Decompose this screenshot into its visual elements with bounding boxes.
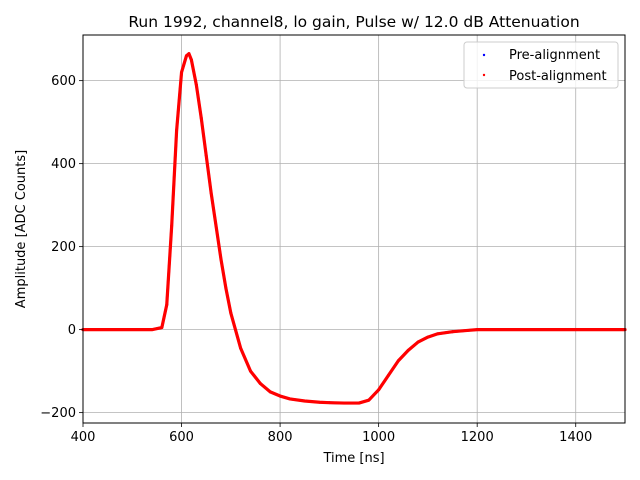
data-point-post-alignment [426,335,430,339]
x-tick-label: 1000 [362,430,395,445]
legend-marker-pre-alignment [482,53,486,57]
data-point-post-alignment [160,326,164,329]
x-tick-label: 400 [71,430,96,445]
chart-title: Run 1992, channel8, lo gain, Pulse w/ 12… [128,13,579,31]
legend-label-post-alignment: Post-alignment [509,69,607,84]
data-point-post-alignment [342,401,346,405]
y-tick-label: 400 [51,157,76,172]
data-point-post-alignment [239,346,243,350]
legend-label-pre-alignment: Pre-alignment [509,48,600,63]
data-point-post-alignment [367,398,371,402]
data-point-post-alignment [130,328,134,332]
data-point-post-alignment [574,328,578,332]
data-point-post-alignment [249,369,252,373]
x-tick-label: 800 [268,430,293,445]
data-point-post-alignment [436,332,440,336]
data-point-post-alignment [165,303,169,307]
data-point-post-alignment [500,328,504,332]
data-point-post-alignment [180,70,183,74]
x-axis: 400 600 800 1000 1200 1400 [71,423,592,445]
data-point-post-alignment [525,328,528,332]
legend-box [463,41,619,89]
data-point-post-alignment [209,191,213,195]
data-point-post-alignment [190,58,193,62]
data-point-post-alignment [187,52,191,56]
data-point-post-alignment [475,328,479,332]
data-point-post-alignment [406,348,410,352]
data-point-post-alignment [387,373,390,377]
data-point-post-alignment [377,388,381,392]
data-point-post-alignment [194,83,198,87]
data-point-post-alignment [451,330,454,334]
series-layer [81,52,627,405]
y-axis: −200 0 200 400 600 [40,74,83,421]
data-point-post-alignment [318,400,321,404]
legend-marker-post-alignment [482,73,486,77]
data-point-post-alignment [357,401,361,405]
data-point-post-alignment [170,224,174,228]
plot-frame [82,34,626,424]
series-post-alignment [81,52,627,405]
data-point-post-alignment [219,257,223,261]
data-point-post-alignment [175,129,179,132]
data-point-post-alignment [106,328,110,332]
data-point-post-alignment [327,401,331,405]
data-point-post-alignment [465,329,469,332]
data-point-post-alignment [229,311,233,315]
data-point-post-alignment [598,328,602,332]
y-tick-label: 600 [51,74,76,89]
data-point-post-alignment [268,390,272,394]
data-point-post-alignment [549,328,553,332]
y-tick-label: 200 [51,240,76,255]
data-point-post-alignment [396,359,400,363]
y-tick-label: −200 [40,406,76,421]
data-point-post-alignment [288,397,292,401]
data-point-post-alignment [416,340,420,344]
data-point-post-alignment [150,328,154,332]
legend: Pre-alignment Post-alignment [463,41,619,89]
x-tick-label: 600 [169,430,194,445]
data-point-post-alignment [214,224,218,228]
y-axis-label: Amplitude [ADC Counts] [14,150,29,308]
x-tick-label: 1200 [461,430,494,445]
data-point-post-alignment [199,116,203,120]
data-point-post-alignment [204,153,208,157]
data-point-post-alignment [278,394,282,398]
x-axis-label: Time [ns] [322,451,384,466]
data-point-post-alignment [303,399,307,403]
data-point-post-alignment [185,54,188,58]
data-point-post-alignment [224,286,228,290]
y-tick-label: 0 [68,323,76,338]
x-tick-label: 1400 [559,430,592,445]
data-point-post-alignment [258,382,262,385]
